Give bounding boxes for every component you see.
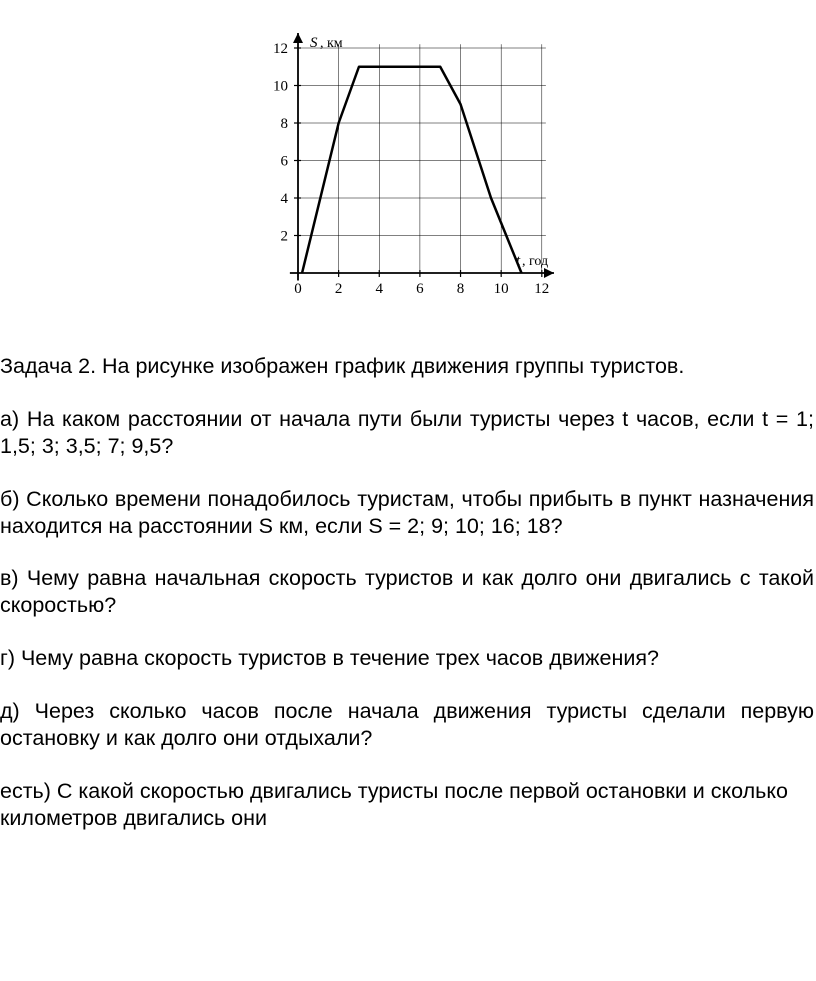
svg-text:4: 4 [281,191,289,207]
svg-text:6: 6 [416,281,424,297]
svg-text:2: 2 [335,281,343,297]
svg-text:12: 12 [534,281,549,297]
svg-text:4: 4 [376,281,384,297]
distance-time-chart: 02468101224681012S, кмt, год [238,8,578,313]
question-g: г) Чему равна скорость туристов в течени… [0,645,814,672]
svg-text:10: 10 [494,281,509,297]
svg-text:, год: , год [522,254,548,269]
problem-intro: Задача 2. На рисунке изображен график дв… [0,353,814,380]
svg-text:0: 0 [294,281,302,297]
question-a: а) На каком расстоянии от начала пути бы… [0,406,814,460]
svg-text:12: 12 [273,41,288,57]
chart-container: 02468101224681012S, кмt, год [0,0,816,353]
svg-text:2: 2 [281,229,289,245]
svg-text:6: 6 [281,154,289,170]
problem-text: Задача 2. На рисунке изображен график дв… [0,353,816,832]
svg-text:S: S [310,35,318,51]
svg-text:10: 10 [273,79,288,95]
svg-text:, км: , км [320,36,343,51]
question-b: б) Сколько времени понадобилось туристам… [0,486,814,540]
svg-text:8: 8 [457,281,465,297]
question-v: в) Чему равна начальная скорость туристо… [0,565,814,619]
svg-text:8: 8 [281,116,289,132]
question-d: д) Через сколько часов после начала движ… [0,698,814,752]
question-e: есть) С какой скоростью двигались турист… [0,778,814,832]
